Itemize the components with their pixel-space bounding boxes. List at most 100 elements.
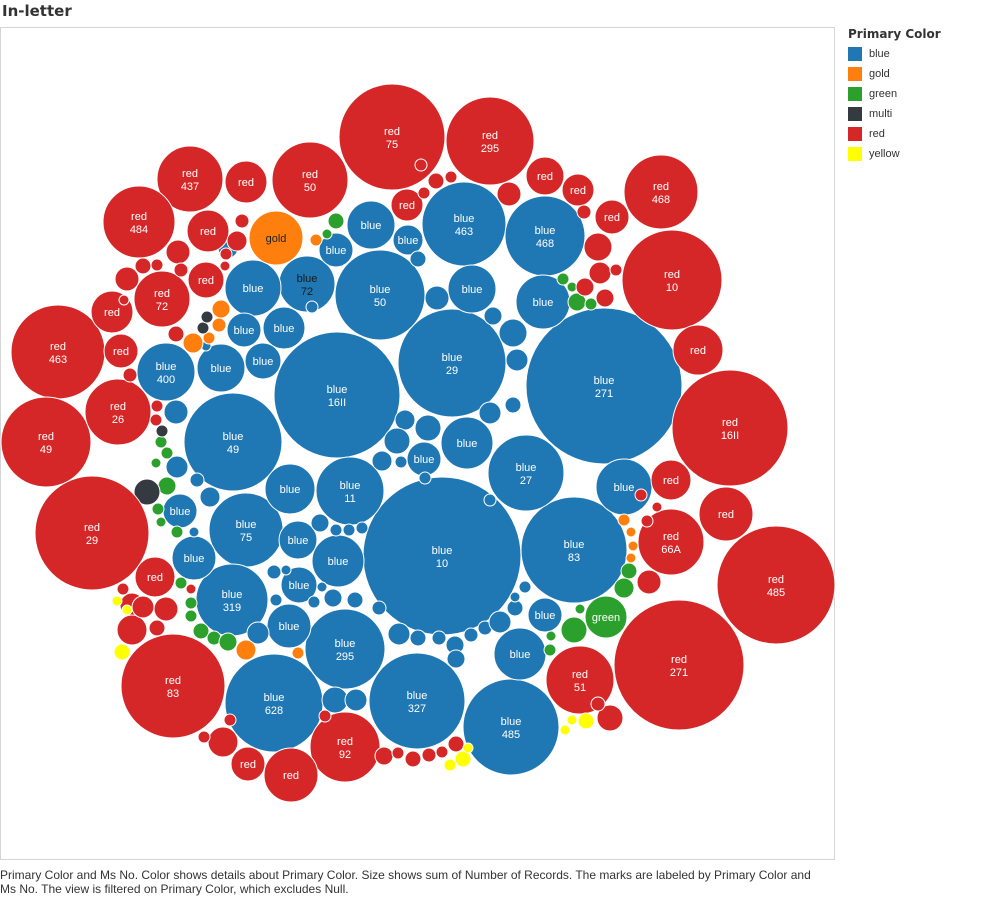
bubble-mark[interactable] (202, 331, 216, 345)
bubble-gold[interactable] (211, 299, 231, 319)
bubble-blue[interactable] (504, 396, 522, 414)
bubble-mark[interactable] (627, 540, 639, 552)
legend-item-red[interactable]: red (848, 124, 983, 144)
bubble-mark[interactable] (625, 552, 637, 564)
bubble-mark[interactable] (431, 630, 447, 646)
bubble-red[interactable] (134, 257, 152, 275)
bubble-mark[interactable] (621, 229, 723, 331)
bubble-mark[interactable] (561, 173, 595, 207)
bubble-mark[interactable] (173, 262, 189, 278)
bubble-mark[interactable] (344, 688, 368, 712)
bubble-mark[interactable] (280, 564, 292, 576)
bubble-mark[interactable] (623, 154, 699, 230)
bubble-green[interactable] (160, 446, 174, 460)
bubble-blue[interactable] (483, 306, 503, 326)
bubble-mark[interactable] (155, 516, 167, 528)
bubble-mark[interactable] (174, 576, 188, 590)
bubble-mark[interactable] (189, 472, 205, 488)
bubble-blue[interactable] (188, 526, 200, 538)
bubble-red[interactable] (114, 266, 140, 292)
bubble-mark[interactable] (509, 591, 521, 603)
bubble-mark[interactable] (304, 608, 386, 690)
bubble-mark[interactable] (394, 455, 408, 469)
bubble-blue[interactable] (387, 622, 411, 646)
bubble-gold[interactable] (291, 646, 305, 660)
bubble-mark[interactable] (156, 145, 224, 213)
bubble-mark[interactable] (387, 622, 411, 646)
bubble-mark[interactable] (444, 170, 458, 184)
bubble-yellow[interactable] (566, 714, 578, 726)
bubble-green[interactable] (184, 596, 198, 610)
bubble-multi[interactable] (155, 424, 169, 438)
bubble-red[interactable]: red (390, 188, 424, 222)
bubble-green[interactable] (560, 616, 588, 644)
bubble-mark[interactable] (392, 224, 424, 256)
bubble-green[interactable] (545, 630, 557, 642)
bubble-mark[interactable] (157, 476, 177, 496)
bubble-gold[interactable] (202, 331, 216, 345)
bubble-mark[interactable] (588, 261, 612, 285)
bubble-mark[interactable] (192, 622, 210, 640)
bubble-mark[interactable] (574, 603, 586, 615)
bubble-mark[interactable] (118, 294, 130, 306)
bubble-yellow[interactable] (121, 604, 133, 616)
bubble-mark[interactable] (613, 577, 635, 599)
legend-item-green[interactable]: green (848, 84, 983, 104)
bubble-mark[interactable] (560, 616, 588, 644)
bubble-green[interactable] (574, 603, 586, 615)
bubble-green[interactable] (150, 457, 162, 469)
bubble-mark[interactable] (148, 619, 166, 637)
bubble-mark[interactable] (155, 424, 169, 438)
bubble-mark[interactable] (390, 188, 424, 222)
bubble-red[interactable] (391, 746, 405, 760)
bubble-mark[interactable] (620, 562, 638, 580)
bubble-mark[interactable] (305, 300, 319, 314)
bubble-mark[interactable] (310, 513, 330, 533)
bubble-mark[interactable] (414, 158, 428, 172)
bubble-red[interactable] (417, 186, 431, 200)
bubble-mark[interactable] (278, 520, 318, 560)
bubble-blue[interactable] (498, 318, 528, 348)
bubble-red[interactable] (575, 277, 595, 297)
bubble-mark[interactable] (576, 204, 592, 220)
bubble-red[interactable] (595, 288, 615, 308)
bubble-green[interactable] (327, 212, 345, 230)
bubble-blue[interactable] (424, 285, 450, 311)
bubble-blue[interactable] (505, 348, 529, 372)
bubble-red[interactable] (634, 488, 648, 502)
bubble-mark[interactable] (211, 317, 227, 333)
bubble-mark[interactable] (0, 396, 92, 488)
bubble-mark[interactable] (383, 427, 411, 455)
bubble-mark[interactable] (346, 591, 364, 609)
bubble-blue[interactable]: blue (493, 627, 547, 681)
bubble-blue[interactable]: blue (527, 597, 563, 633)
bubble-red[interactable]: red (672, 324, 724, 376)
bubble-multi[interactable] (196, 321, 210, 335)
bubble-mark[interactable] (234, 213, 250, 229)
bubble-mark[interactable] (590, 696, 606, 712)
bubble-blue[interactable] (329, 523, 343, 537)
bubble-mark[interactable] (698, 486, 754, 542)
bubble-mark[interactable] (230, 746, 266, 782)
bubble-red[interactable] (149, 413, 163, 427)
bubble-mark[interactable] (447, 264, 497, 314)
bubble-mark[interactable] (121, 604, 133, 616)
bubble-blue[interactable] (414, 414, 442, 442)
bubble-gold[interactable] (627, 540, 639, 552)
bubble-red[interactable] (185, 583, 197, 595)
bubble-mark[interactable] (463, 627, 479, 643)
bubble-green[interactable]: green (584, 595, 628, 639)
bubble-red[interactable] (150, 258, 164, 272)
bubble-mark[interactable] (634, 488, 648, 502)
bubble-mark[interactable] (273, 331, 401, 459)
bubble-blue[interactable] (199, 486, 221, 508)
bubble-blue[interactable] (189, 472, 205, 488)
bubble-mark[interactable] (262, 306, 306, 350)
bubble-yellow[interactable] (113, 643, 131, 661)
bubble-mark[interactable] (559, 724, 571, 736)
